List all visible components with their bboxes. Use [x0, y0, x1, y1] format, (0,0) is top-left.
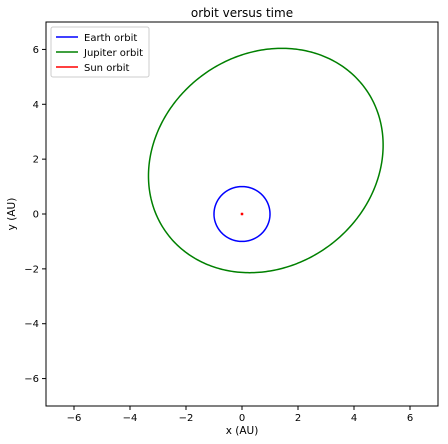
x-tick-label: −4: [123, 413, 138, 424]
x-tick-label: 2: [295, 413, 301, 424]
x-tick-label: −2: [179, 413, 194, 424]
jupiter-orbit-line: [147, 47, 384, 274]
x-tick-label: 4: [351, 413, 357, 424]
x-tick-label: 6: [407, 413, 413, 424]
legend-label-jupiter: Jupiter orbit: [83, 48, 143, 59]
legend-label-sun: Sun orbit: [84, 63, 130, 74]
y-tick-label: 4: [33, 100, 39, 111]
x-tick-label: −6: [67, 413, 82, 424]
legend: Earth orbit Jupiter orbit Sun orbit: [50, 26, 150, 78]
earth-orbit-line: [213, 185, 271, 243]
plot-area: −6 −4 −2 0 2 4 6 −6 −4 −2 0 2 4 6: [24, 21, 439, 424]
y-tick-label: 2: [33, 155, 39, 166]
legend-box: [50, 26, 150, 78]
sun-orbit-line: [240, 212, 244, 216]
y-tick-label: −2: [24, 264, 39, 275]
y-tick-label: 6: [33, 45, 39, 56]
chart-title: orbit versus time: [191, 6, 293, 20]
x-axis-label: x (AU): [226, 425, 259, 437]
y-tick-label: −6: [24, 374, 39, 385]
y-tick-label: 0: [33, 210, 39, 221]
series-layer: [147, 47, 384, 274]
legend-label-earth: Earth orbit: [84, 33, 137, 44]
x-tick-label: 0: [239, 413, 245, 424]
y-tick-label: −4: [24, 319, 39, 330]
ticks-layer: −6 −4 −2 0 2 4 6 −6 −4 −2 0 2 4 6: [24, 45, 413, 424]
y-axis-label: y (AU): [6, 198, 18, 231]
